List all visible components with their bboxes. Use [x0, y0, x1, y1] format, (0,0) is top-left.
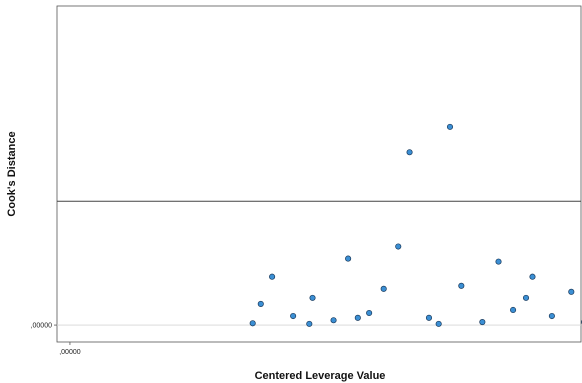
data-point	[495, 258, 502, 265]
data-point	[568, 288, 575, 295]
x-axis-title: Centered Leverage Value	[255, 370, 386, 382]
data-point	[522, 294, 530, 301]
data-point	[269, 273, 276, 280]
data-point	[306, 320, 313, 327]
data-point	[529, 273, 536, 280]
data-point	[510, 306, 517, 314]
reference-lines	[57, 200, 581, 202]
data-point	[406, 149, 413, 156]
data-point	[380, 285, 387, 292]
data-point	[345, 255, 352, 262]
data-point	[330, 317, 337, 324]
plot-frame	[56, 5, 582, 343]
data-point	[309, 294, 316, 301]
x-axis-ticks: ,00000,05000,10000,15000,20000,25000,300…	[59, 342, 81, 356]
x-tick-label: ,00000	[59, 349, 81, 356]
data-point	[435, 320, 442, 327]
y-axis-title: Cook's Distance	[6, 131, 18, 216]
data-point	[249, 320, 256, 327]
data-point	[257, 300, 264, 307]
data-point	[458, 282, 465, 289]
data-point	[366, 309, 373, 317]
data-point	[479, 319, 486, 326]
data-point	[395, 243, 402, 250]
data-point	[425, 314, 433, 321]
data-points	[249, 123, 582, 327]
y-axis-ticks: ,00000,10000,20000,30000,40000,50000	[31, 323, 57, 330]
gridlines	[57, 324, 581, 326]
data-point	[354, 314, 361, 321]
data-point	[446, 123, 454, 130]
y-tick-label: ,00000	[31, 323, 53, 330]
data-point	[290, 312, 297, 320]
data-point	[548, 312, 555, 320]
